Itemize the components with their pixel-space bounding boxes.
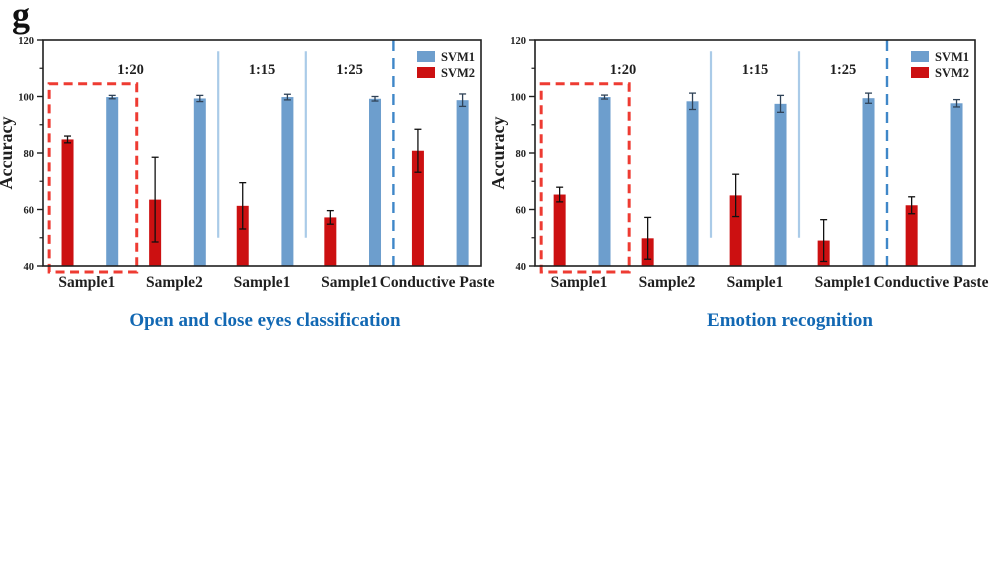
error-bar-svm1-group2 [689, 92, 697, 111]
legend-swatch-svm1 [417, 51, 435, 62]
y-tick-label: 60 [24, 205, 35, 216]
x-category-label: Sample2 [146, 274, 203, 291]
error-bar-svm1-group4 [865, 92, 873, 104]
bar-svm1-group4 [862, 98, 875, 266]
ratio-annotation: 1:20 [610, 62, 637, 78]
y-tick-label: 120 [510, 36, 526, 47]
highlight-dashed-box [47, 82, 139, 274]
error-bar-svm2-group2 [151, 156, 159, 243]
y-tick-label: 60 [516, 205, 527, 216]
y-tick-label: 100 [18, 92, 34, 103]
y-tick-label: 40 [24, 262, 35, 273]
ratio-annotation: 1:15 [742, 62, 769, 78]
bar-svm1-group2 [193, 98, 206, 266]
error-bar-svm1-group3 [283, 93, 291, 101]
x-category-label: Sample1 [234, 274, 291, 291]
legend-label-svm1: SVM1 [441, 50, 475, 64]
x-category-label: Sample1 [727, 274, 784, 291]
error-bar-svm1-group5 [953, 98, 961, 108]
legend-swatch-svm2 [911, 67, 929, 78]
error-bar-svm1-group3 [777, 94, 785, 113]
right-chart-title: Emotion recognition [707, 310, 873, 331]
error-bar-svm2-group3 [732, 173, 740, 218]
error-bar-svm1-group2 [196, 94, 204, 103]
legend: SVM1 SVM2 [417, 50, 475, 80]
bar-svm2-group5 [905, 205, 918, 266]
left-chart-title: Open and close eyes classification [129, 310, 401, 331]
error-bar-svm1-group5 [459, 93, 467, 108]
bar-svm2-group4 [324, 217, 337, 266]
error-bar-svm2-group5 [908, 196, 916, 215]
y-tick-label: 120 [18, 36, 34, 47]
ratio-annotation: 1:25 [336, 62, 363, 78]
bar-svm1-group1 [598, 97, 611, 266]
ratio-annotation: 1:25 [830, 62, 857, 78]
x-category-label: Sample1 [551, 274, 608, 291]
error-bar-svm2-group4 [326, 209, 334, 225]
bar-charts: 40 60 80 100 120 Accuracy Sample1 Sample2 Sample… [0, 36, 989, 291]
highlight-dashed-box [539, 82, 631, 274]
bar-svm2-group1 [553, 194, 566, 266]
y-axis-label: Accuracy [0, 117, 16, 190]
bar-svm2-group5 [411, 150, 424, 266]
y-tick-label: 100 [510, 92, 526, 103]
error-bar-svm1-group1 [601, 94, 609, 100]
ratio-annotation: 1:15 [249, 62, 276, 78]
x-category-label: Sample1 [58, 274, 115, 291]
error-bar-svm2-group2 [644, 216, 652, 260]
error-bar-svm1-group1 [108, 94, 116, 100]
x-category-label: Sample1 [321, 274, 378, 291]
y-tick-label: 40 [516, 262, 527, 273]
chart-emotion-recognition: 40 60 80 100 120 Accuracy Sample1 Sample2 Sample… [488, 36, 989, 291]
x-category-label: Conductive Paste [380, 274, 495, 291]
bar-svm1-group5 [456, 100, 469, 266]
legend-swatch-svm1 [911, 51, 929, 62]
x-category-label: Sample1 [815, 274, 872, 291]
panel-letter: g [12, 0, 30, 35]
bar-svm1-group3 [281, 97, 294, 266]
error-bar-svm2-group5 [414, 128, 422, 173]
error-bar-svm2-group4 [820, 219, 828, 263]
legend-swatch-svm2 [417, 67, 435, 78]
error-bar-svm2-group1 [556, 186, 564, 203]
y-tick-label: 80 [516, 149, 527, 160]
y-axis-label: Accuracy [488, 117, 508, 190]
legend-label-svm2: SVM2 [441, 66, 475, 80]
bar-svm2-group3 [729, 195, 742, 266]
bar-svm2-group3 [236, 205, 249, 266]
x-category-label: Conductive Paste [874, 274, 989, 291]
bar-svm1-group5 [950, 103, 963, 266]
y-tick-label: 80 [24, 149, 35, 160]
error-bar-svm2-group3 [239, 182, 247, 230]
bar-svm1-group3 [774, 103, 787, 266]
bar-svm1-group1 [106, 97, 119, 266]
x-category-label: Sample2 [639, 274, 696, 291]
ratio-annotation: 1:20 [117, 62, 144, 78]
bar-svm1-group2 [686, 101, 699, 267]
legend: SVM1 SVM2 [911, 50, 969, 80]
error-bar-svm1-group4 [371, 95, 379, 102]
legend-label-svm1: SVM1 [935, 50, 969, 64]
legend-label-svm2: SVM2 [935, 66, 969, 80]
bar-svm2-group1 [61, 139, 74, 266]
bar-svm1-group4 [369, 98, 382, 266]
chart-open-close-eyes: 40 60 80 100 120 Accuracy Sample1 Sample2 Sample… [0, 36, 495, 291]
error-bar-svm2-group1 [64, 135, 72, 144]
